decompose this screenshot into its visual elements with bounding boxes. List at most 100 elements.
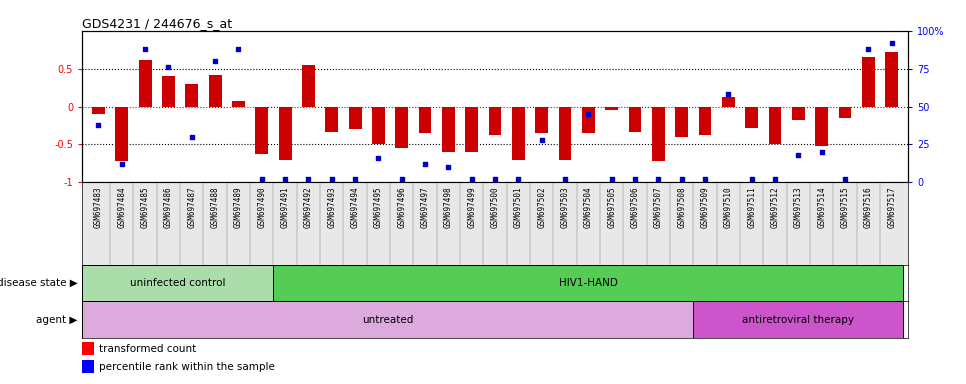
- Point: [371, 155, 386, 161]
- Text: HIV1-HAND: HIV1-HAND: [559, 278, 618, 288]
- Point: [324, 176, 339, 182]
- Bar: [139, 60, 152, 106]
- Text: GSM697516: GSM697516: [864, 187, 873, 228]
- Bar: [326, 106, 338, 132]
- Bar: [82, 360, 94, 373]
- Bar: [278, 106, 292, 160]
- Bar: [209, 75, 221, 106]
- Text: percentile rank within the sample: percentile rank within the sample: [99, 362, 275, 372]
- Point: [300, 176, 316, 182]
- Point: [254, 176, 270, 182]
- Text: GSM697501: GSM697501: [514, 187, 523, 228]
- Text: GSM697500: GSM697500: [491, 187, 499, 228]
- Text: GSM697510: GSM697510: [724, 187, 733, 228]
- Bar: [792, 106, 805, 120]
- Text: GSM697503: GSM697503: [560, 187, 570, 228]
- Text: GSM697485: GSM697485: [141, 187, 150, 228]
- Bar: [652, 106, 665, 161]
- Point: [185, 134, 200, 140]
- Bar: [232, 101, 244, 106]
- Text: GSM697505: GSM697505: [608, 187, 616, 228]
- Point: [814, 149, 830, 155]
- Text: GSM697494: GSM697494: [351, 187, 359, 228]
- Bar: [418, 106, 432, 133]
- Bar: [82, 301, 694, 338]
- Point: [534, 137, 550, 143]
- Text: GSM697511: GSM697511: [748, 187, 756, 228]
- Text: GSM697504: GSM697504: [583, 187, 593, 228]
- Point: [604, 176, 619, 182]
- Text: untreated: untreated: [362, 314, 413, 325]
- Text: agent ▶: agent ▶: [36, 314, 77, 325]
- Bar: [769, 106, 781, 144]
- Text: GSM697496: GSM697496: [397, 187, 407, 228]
- Text: GSM697493: GSM697493: [327, 187, 336, 228]
- Point: [394, 176, 410, 182]
- Bar: [746, 106, 758, 128]
- Bar: [558, 106, 572, 160]
- Point: [861, 46, 876, 52]
- Point: [557, 176, 573, 182]
- Point: [674, 176, 690, 182]
- Point: [721, 91, 736, 98]
- Bar: [185, 84, 198, 106]
- Point: [581, 111, 596, 117]
- Point: [91, 122, 106, 128]
- Bar: [606, 106, 618, 110]
- Bar: [862, 57, 875, 106]
- Bar: [838, 106, 851, 118]
- Text: GSM697483: GSM697483: [94, 187, 103, 228]
- Bar: [82, 265, 273, 301]
- Text: GDS4231 / 244676_s_at: GDS4231 / 244676_s_at: [82, 17, 232, 30]
- Text: GSM697506: GSM697506: [631, 187, 639, 228]
- Text: GSM697515: GSM697515: [840, 187, 849, 228]
- Point: [417, 161, 433, 167]
- Bar: [92, 106, 105, 114]
- Text: GSM697489: GSM697489: [234, 187, 242, 228]
- Bar: [115, 106, 128, 161]
- Bar: [273, 265, 903, 301]
- Text: GSM697488: GSM697488: [211, 187, 219, 228]
- Point: [767, 176, 782, 182]
- Text: GSM697484: GSM697484: [117, 187, 127, 228]
- Point: [348, 176, 363, 182]
- Text: disease state ▶: disease state ▶: [0, 278, 77, 288]
- Point: [487, 176, 502, 182]
- Point: [208, 58, 223, 64]
- Bar: [885, 52, 898, 106]
- Point: [697, 176, 713, 182]
- Text: GSM697495: GSM697495: [374, 187, 383, 228]
- Point: [464, 176, 479, 182]
- Text: GSM697491: GSM697491: [280, 187, 290, 228]
- Point: [744, 176, 759, 182]
- Text: GSM697513: GSM697513: [794, 187, 803, 228]
- Text: GSM697517: GSM697517: [887, 187, 896, 228]
- Text: GSM697509: GSM697509: [700, 187, 710, 228]
- Text: transformed count: transformed count: [99, 344, 197, 354]
- Point: [277, 176, 293, 182]
- Text: GSM697512: GSM697512: [771, 187, 780, 228]
- Bar: [512, 106, 525, 160]
- Bar: [162, 76, 175, 106]
- Text: antiretroviral therapy: antiretroviral therapy: [743, 314, 854, 325]
- Bar: [675, 106, 688, 137]
- Text: GSM697499: GSM697499: [468, 187, 476, 228]
- Bar: [349, 106, 361, 129]
- Bar: [302, 65, 315, 106]
- Point: [884, 40, 899, 46]
- Bar: [372, 106, 384, 144]
- Bar: [722, 98, 735, 106]
- Bar: [698, 106, 712, 136]
- Point: [790, 152, 806, 158]
- Bar: [395, 106, 409, 148]
- Text: GSM697502: GSM697502: [537, 187, 546, 228]
- Text: GSM697514: GSM697514: [817, 187, 826, 228]
- Text: GSM697490: GSM697490: [257, 187, 267, 228]
- Point: [231, 46, 246, 52]
- Bar: [466, 106, 478, 152]
- Bar: [694, 301, 903, 338]
- Text: GSM697487: GSM697487: [187, 187, 196, 228]
- Bar: [535, 106, 548, 133]
- Text: GSM697507: GSM697507: [654, 187, 663, 228]
- Point: [137, 46, 153, 52]
